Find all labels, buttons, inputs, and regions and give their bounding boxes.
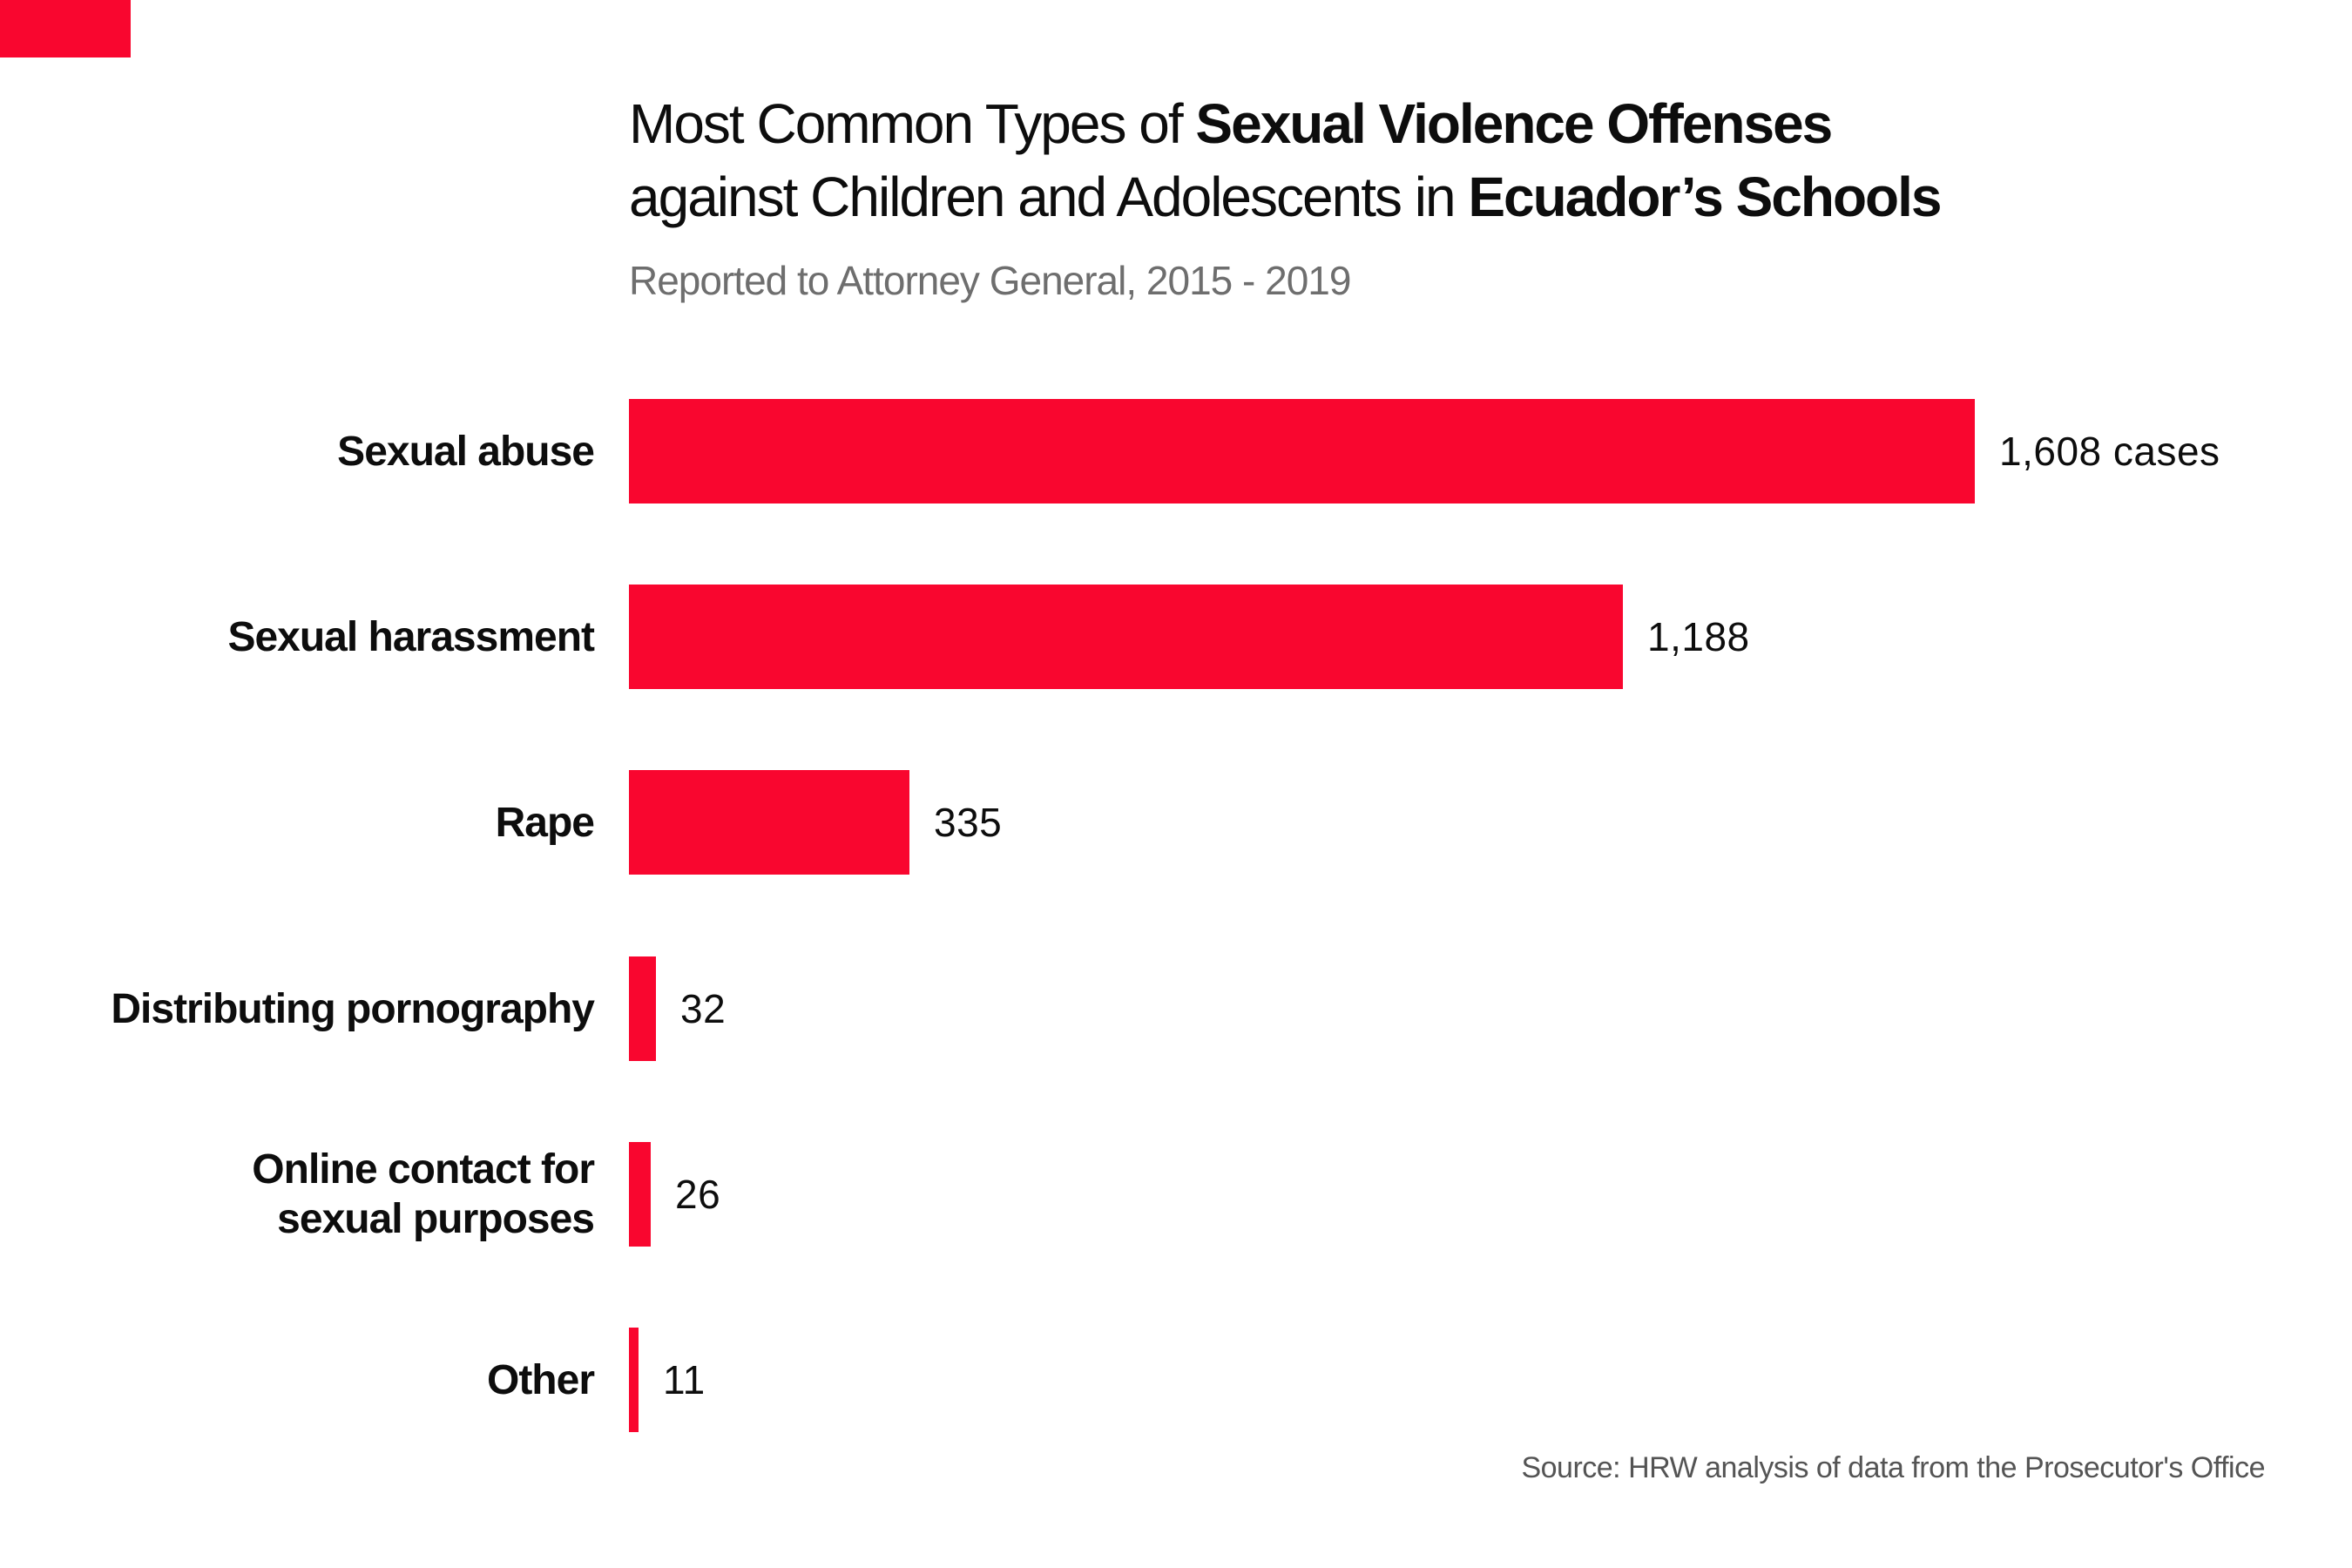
bar-value: 32	[680, 986, 727, 1031]
title-line-2-regular: against Children and Adolescents in	[629, 166, 1469, 228]
title-line-1-regular: Most Common Types of	[629, 92, 1196, 155]
source-note: Source: HRW analysis of data from the Pr…	[1521, 1451, 2265, 1484]
bar-label: Sexual abuse	[337, 428, 595, 475]
title-line-1-bold: Sexual Violence Offenses	[1195, 92, 1833, 155]
bar-value: 11	[663, 1357, 706, 1402]
chart-title: Most Common Types of Sexual Violence Off…	[629, 87, 1943, 233]
bar	[629, 770, 909, 875]
bar-row: Rape 335	[0, 770, 2352, 875]
chart-subtitle: Reported to Attorney General, 2015 - 201…	[629, 258, 1351, 303]
title-line-1: Most Common Types of Sexual Violence Off…	[629, 87, 1941, 160]
title-line-2-bold: Ecuador’s Schools	[1468, 166, 1942, 228]
bar-label: Sexual harassment	[227, 613, 595, 660]
bar-label: Online contact for sexual purposes	[252, 1146, 595, 1242]
bar-row: Online contact for sexual purposes 26	[0, 1142, 2352, 1247]
title-line-2: against Children and Adolescents in Ecua…	[629, 160, 1943, 233]
bar-row: Distributing pornography 32	[0, 956, 2352, 1061]
bar	[629, 1328, 639, 1432]
bar-value: 1,608 cases	[1999, 429, 2220, 474]
bar-value: 1,188	[1647, 614, 1750, 659]
bar-value: 26	[675, 1172, 721, 1217]
brand-mark	[0, 0, 131, 57]
bar	[629, 585, 1623, 689]
bar	[629, 399, 1975, 504]
bar-row: Other 11	[0, 1328, 2352, 1432]
bar-value: 335	[934, 800, 1003, 845]
bar-row: Sexual harassment 1,188	[0, 585, 2352, 689]
bar-label: Other	[486, 1356, 595, 1403]
bar-label: Rape	[495, 799, 595, 846]
bar	[629, 1142, 651, 1247]
bar-label: Distributing pornography	[111, 985, 595, 1032]
bar-row: Sexual abuse 1,608 cases	[0, 399, 2352, 504]
bar	[629, 956, 656, 1061]
